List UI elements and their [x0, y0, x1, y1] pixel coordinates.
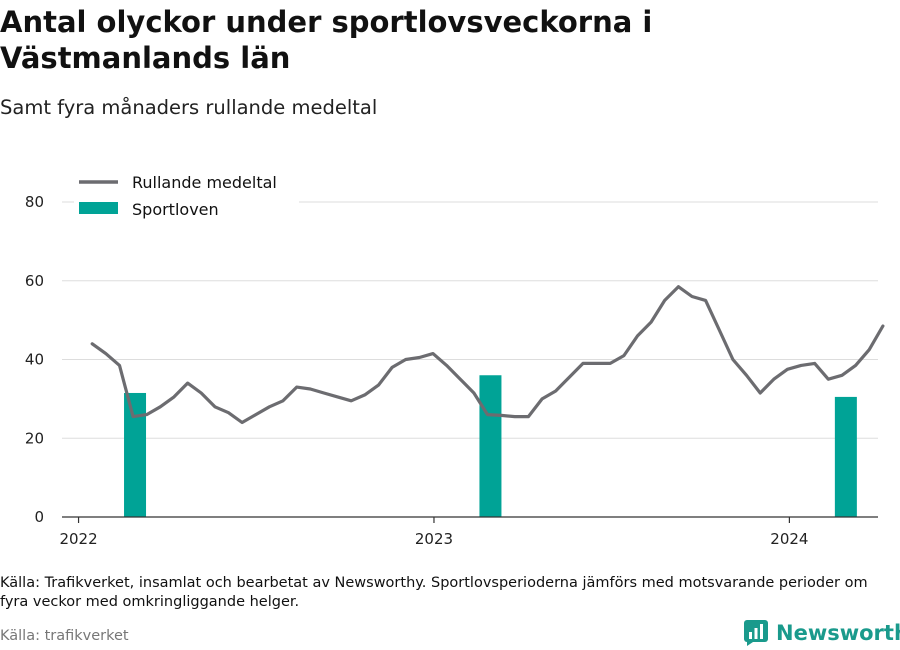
- y-tick-label: 60: [25, 272, 44, 290]
- legend-label-line: Rullande medeltal: [132, 173, 277, 192]
- newsworthy-icon: [744, 620, 768, 646]
- line-rullande-medeltal: [90, 285, 885, 425]
- bar-sportloven: [834, 396, 857, 517]
- chart-title: Antal olyckor under sportlovsveckorna i …: [0, 5, 653, 75]
- bar-sportloven: [124, 392, 147, 517]
- y-tick-label: 40: [25, 351, 44, 369]
- footnote: Källa: Trafikverket, insamlat och bearbe…: [0, 575, 868, 610]
- x-tick-label: 2022: [59, 530, 97, 548]
- chart-subtitle: Samt fyra månaders rullande medeltal: [0, 96, 378, 119]
- x-tick-label: 2023: [415, 530, 453, 548]
- chart-area: 0 20 40 60 80 2022 2023 2024 Rullande medeltal Sp…: [24, 170, 885, 548]
- y-tick-label: 0: [34, 508, 44, 526]
- brand-name: Newsworthy: [776, 621, 900, 645]
- y-tick-label: 20: [25, 429, 44, 447]
- bar-sportloven: [479, 375, 502, 517]
- newsworthy-logo: Newsworthy: [744, 618, 900, 648]
- legend-swatch-bar: [79, 202, 118, 214]
- x-tick-label: 2024: [770, 530, 808, 548]
- source-note: Källa: trafikverket: [0, 628, 129, 644]
- legend-background: [74, 170, 299, 228]
- y-tick-label: 80: [25, 193, 44, 211]
- legend-label-bar: Sportloven: [132, 200, 219, 219]
